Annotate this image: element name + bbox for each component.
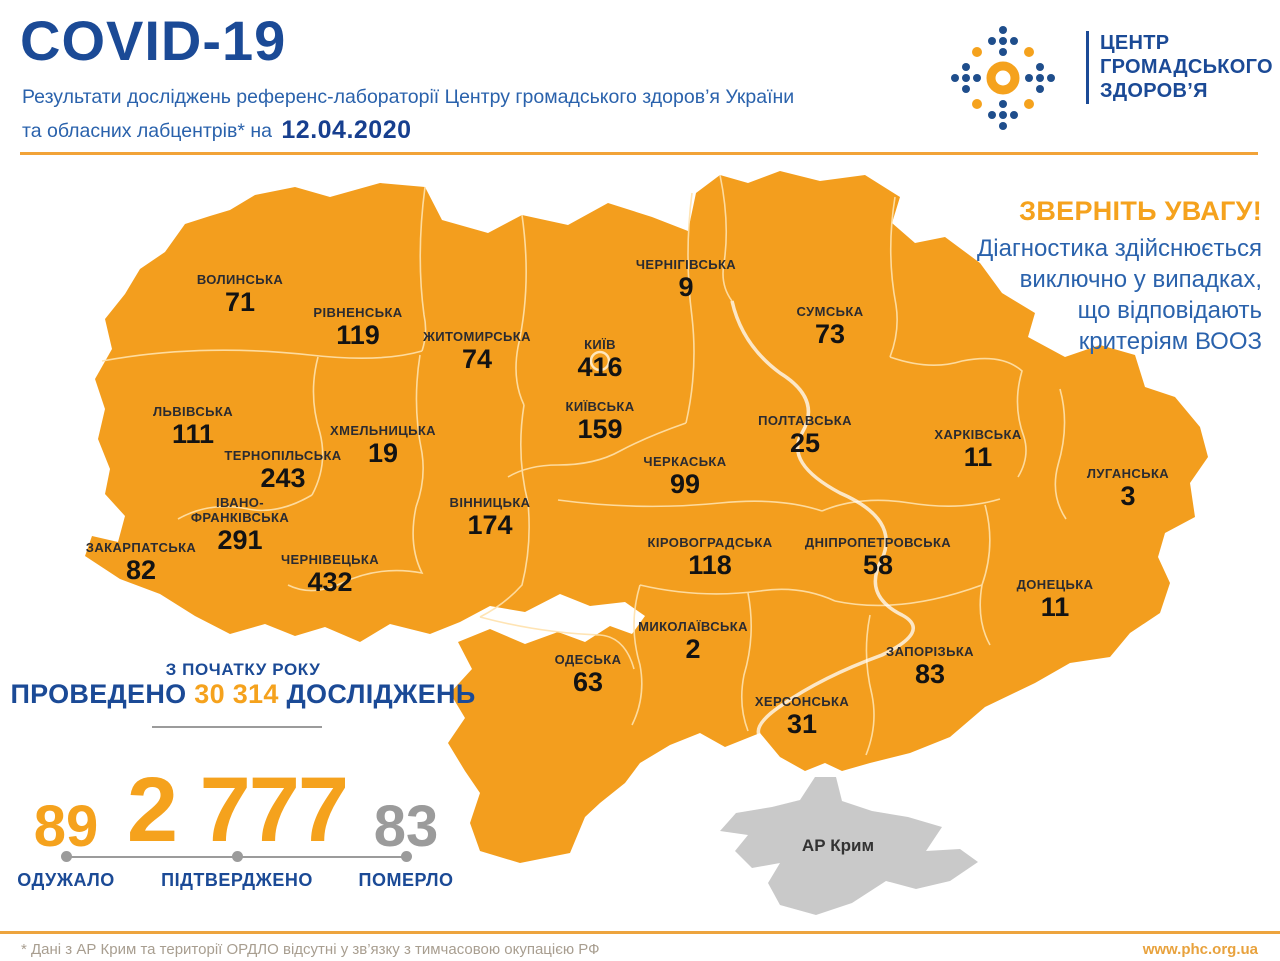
footnote: * Дані з АР Крим та території ОРДЛО відс… <box>21 941 600 958</box>
crimea-shape <box>720 777 978 915</box>
subtitle-line-2-text: та обласних лабцентрів* на <box>22 120 272 142</box>
stat-dot <box>400 851 412 862</box>
stat-item-підтверджено: 2 777 ПІДТВЕРДЖЕНО <box>117 660 357 905</box>
ukraine-mainland-shape <box>85 171 1208 863</box>
oblast-borders <box>101 174 1067 756</box>
ukraine-map <box>85 171 1208 915</box>
stats-block: З ПОЧАТКУ РОКУ ПРОВЕДЕНО 30 314 ДОСЛІДЖЕ… <box>0 660 486 905</box>
notice-block: ЗВЕРНІТЬ УВАГУ! Діагностика здійснюється… <box>922 196 1262 357</box>
stat-label: ПІДТВЕРДЖЕНО <box>161 870 313 890</box>
phc-logo-icon <box>951 26 1055 130</box>
stat-label: ПОМЕРЛО <box>358 870 454 890</box>
stat-value: 89 <box>33 793 99 859</box>
footer-divider <box>0 931 1280 934</box>
logo-text: ЦЕНТР ГРОМАДСЬКОГО ЗДОРОВ’Я <box>1100 31 1273 103</box>
page-title: COVID-19 <box>20 9 287 72</box>
stat-label: ОДУЖАЛО <box>17 870 115 890</box>
notice-line: Діагностика здійснюється <box>977 235 1262 262</box>
tests-prefix: ПРОВЕДЕНО <box>10 679 187 709</box>
tests-count: 30 314 <box>194 679 279 709</box>
stats-divider <box>152 726 322 728</box>
logo-separator <box>1086 31 1089 104</box>
stat-item-померло: 83 ПОМЕРЛО <box>286 660 526 905</box>
subtitle-line-1: Результати досліджень референс-лаборатор… <box>22 86 795 108</box>
logo-text-line: ЗДОРОВ’Я <box>1100 80 1208 102</box>
notice-line: що відповідають <box>1077 297 1262 324</box>
report-date: 12.04.2020 <box>281 116 412 144</box>
stats-since-label: З ПОЧАТКУ РОКУ <box>165 660 321 679</box>
stat-item-одужало: 89 ОДУЖАЛО <box>0 660 186 905</box>
kyiv-city-marker <box>589 350 611 372</box>
stats-tests-line: ПРОВЕДЕНО 30 314 ДОСЛІДЖЕНЬ <box>0 679 486 710</box>
stat-dot <box>60 851 72 862</box>
logo-text-line: ГРОМАДСЬКОГО <box>1100 56 1273 78</box>
notice-line: виключно у випадках, <box>1019 266 1262 293</box>
notice-body: Діагностика здійснюється виключно у випад… <box>922 233 1262 357</box>
dnipro-river <box>730 300 915 738</box>
header-divider <box>20 152 1258 155</box>
notice-line: критеріям ВООЗ <box>1078 328 1262 355</box>
stat-dot <box>231 851 243 862</box>
notice-title: ЗВЕРНІТЬ УВАГУ! <box>1019 196 1262 226</box>
logo-text-line: ЦЕНТР <box>1100 32 1170 54</box>
phc-website-link[interactable]: www.phc.org.ua <box>1142 941 1258 958</box>
stat-value: 83 <box>373 793 439 859</box>
stat-value: 2 777 <box>126 759 349 862</box>
tests-suffix: ДОСЛІДЖЕНЬ <box>286 679 476 709</box>
subtitle-line-2: та обласних лабцентрів* на 12.04.2020 <box>22 116 412 145</box>
